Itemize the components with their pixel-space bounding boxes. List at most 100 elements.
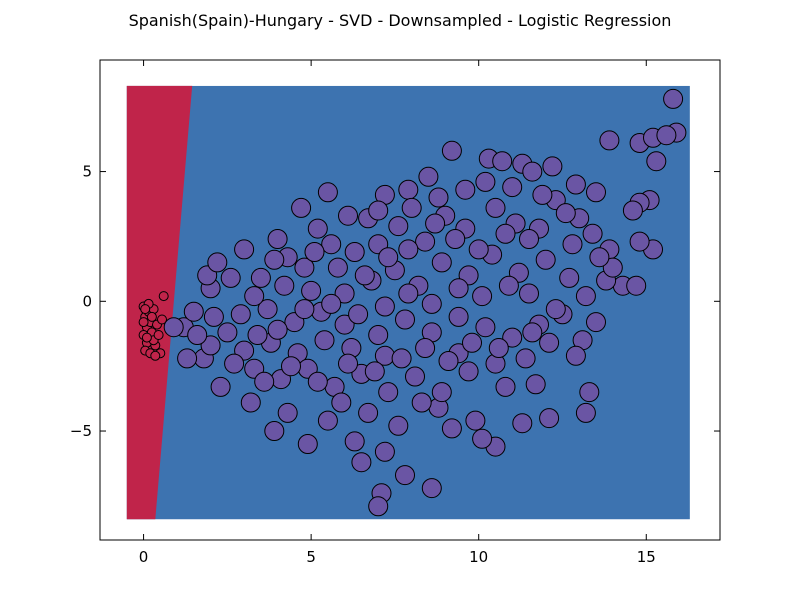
data-point [291, 197, 312, 218]
data-point [428, 187, 449, 208]
data-point [254, 371, 275, 392]
data-point [441, 140, 462, 161]
data-point [187, 325, 208, 345]
data-point [542, 156, 563, 177]
data-point [344, 431, 365, 452]
data-point [431, 382, 452, 403]
data-point [338, 205, 358, 226]
data-point [522, 161, 543, 182]
data-point [220, 267, 241, 288]
data-point [401, 197, 422, 218]
data-point [307, 371, 328, 392]
data-point [555, 203, 576, 224]
data-point [317, 182, 338, 203]
data-point [217, 322, 238, 343]
data-point [374, 296, 395, 317]
data-point [498, 275, 519, 296]
data-point [163, 317, 184, 338]
x-tick-label: 10 [469, 548, 488, 566]
data-point [575, 286, 596, 307]
data-point [462, 332, 482, 353]
data-point [334, 314, 355, 335]
data-point [210, 376, 231, 397]
data-point [247, 325, 268, 345]
data-point [646, 151, 667, 172]
data-point [448, 278, 469, 299]
data-point [257, 299, 278, 320]
data-point [589, 247, 610, 268]
data-point [200, 335, 221, 356]
series-class1 [163, 88, 687, 517]
data-point [141, 332, 152, 343]
data-point [153, 330, 164, 340]
data-point [307, 218, 328, 239]
data-point [140, 304, 151, 315]
data-point [602, 257, 623, 278]
data-point [448, 306, 469, 327]
data-point [421, 478, 442, 499]
data-point [378, 382, 399, 403]
data-point [431, 252, 452, 273]
data-point [395, 309, 415, 330]
y-tick-label: −5 [70, 422, 92, 440]
data-point [468, 239, 489, 260]
data-point [351, 452, 372, 473]
data-point [565, 345, 586, 366]
data-point [626, 275, 647, 296]
data-point [158, 291, 169, 302]
data-point [294, 257, 315, 278]
data-point [374, 441, 395, 462]
data-point [586, 312, 606, 333]
axis-ticks: 0 5 10 15 −5 0 5 [70, 60, 720, 566]
data-point [656, 125, 677, 146]
data-point [515, 348, 536, 369]
data-point [267, 229, 288, 249]
plot-frame [99, 59, 721, 541]
data-point [599, 130, 620, 151]
data-point [586, 182, 606, 203]
data-point [398, 239, 419, 260]
data-point [465, 410, 486, 431]
data-point [348, 304, 369, 325]
data-point [264, 249, 285, 270]
data-point [565, 174, 586, 195]
data-point [331, 392, 352, 413]
data-point [458, 361, 479, 382]
y-tick-label: 0 [82, 292, 92, 310]
data-point [559, 267, 580, 288]
data-point [183, 301, 204, 322]
data-point [411, 392, 432, 413]
data-point [475, 171, 496, 192]
data-point [138, 317, 149, 328]
data-point [240, 392, 261, 413]
data-point [492, 151, 513, 172]
data-point [522, 322, 543, 343]
data-point [539, 408, 560, 429]
data-point [317, 410, 338, 431]
data-point [368, 325, 389, 345]
data-point [495, 223, 516, 244]
data-point [512, 413, 533, 434]
data-point [364, 361, 385, 382]
data-point [157, 314, 167, 325]
data-point [230, 304, 251, 325]
series-class0 [138, 291, 169, 361]
data-point [327, 257, 348, 278]
data-point [415, 338, 436, 358]
data-point [405, 366, 425, 387]
data-point [388, 415, 409, 436]
data-point [415, 231, 436, 252]
data-point [177, 348, 198, 369]
data-point [314, 330, 335, 351]
data-point [358, 402, 379, 423]
data-point [398, 179, 419, 200]
data-point [488, 338, 509, 358]
data-point [301, 280, 322, 301]
x-tick-label: 0 [139, 548, 149, 566]
data-point [472, 286, 493, 307]
data-point [441, 418, 462, 439]
data-point [274, 275, 295, 296]
data-point [304, 242, 325, 262]
y-tick-label: 5 [82, 163, 92, 181]
data-point [519, 283, 539, 304]
